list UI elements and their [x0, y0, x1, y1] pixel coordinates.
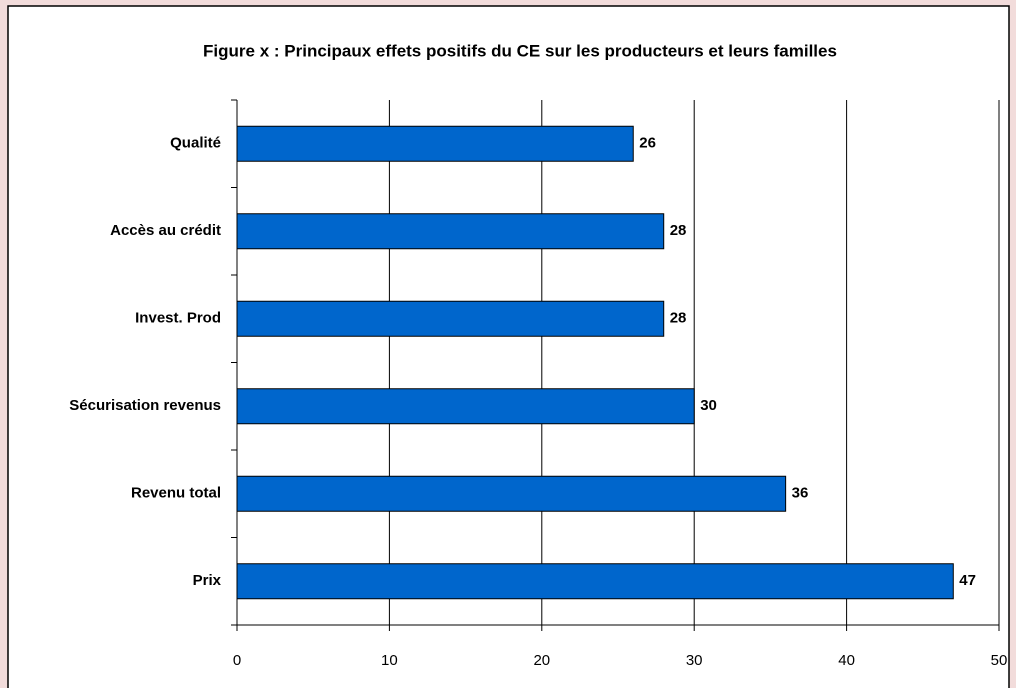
data-label: 28 [670, 222, 687, 239]
x-tick-label: 0 [233, 652, 241, 669]
x-tick-label: 50 [991, 652, 1008, 669]
bar [236, 300, 665, 337]
y-tick-label: Invest. Prod [135, 310, 221, 327]
data-label: 30 [700, 397, 717, 414]
bar [236, 125, 634, 162]
x-tick-label: 10 [381, 652, 398, 669]
data-label: 28 [670, 310, 687, 327]
data-label: 47 [959, 572, 976, 589]
chart-title: Figure x : Principaux effets positifs du… [203, 41, 837, 60]
y-tick-label: Accès au crédit [110, 222, 221, 239]
x-tick-label: 40 [838, 652, 855, 669]
bar [236, 213, 665, 250]
data-label: 36 [792, 485, 809, 502]
y-tick-label: Revenu total [131, 485, 221, 502]
y-tick-label: Qualité [170, 135, 221, 152]
x-tick-label: 20 [533, 652, 550, 669]
data-label: 26 [639, 135, 656, 152]
y-tick-label: Sécurisation revenus [69, 397, 221, 414]
x-tick-label: 30 [686, 652, 703, 669]
bar [236, 475, 787, 512]
bar [236, 563, 954, 600]
y-tick-label: Prix [193, 572, 222, 589]
bar [236, 388, 695, 425]
